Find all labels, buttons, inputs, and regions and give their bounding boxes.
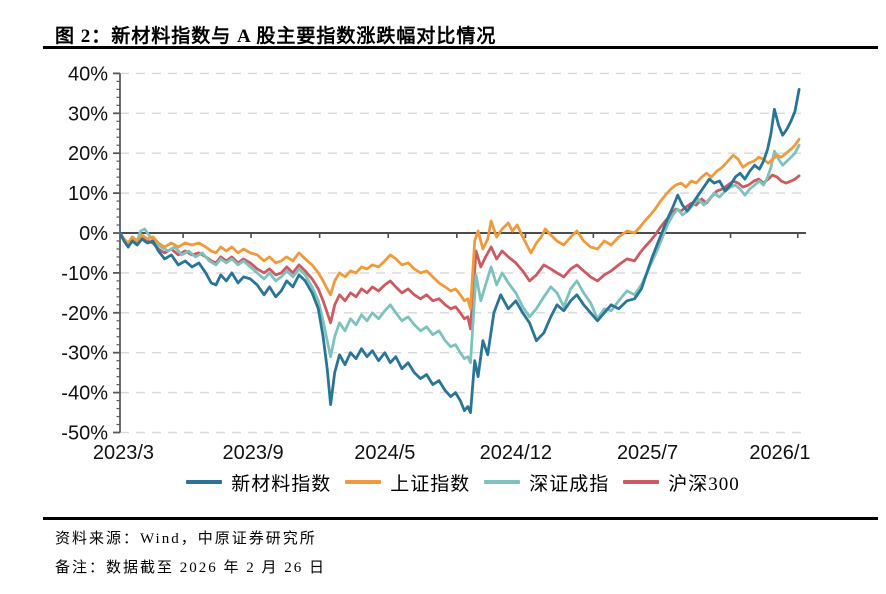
y-tick-label: 30% <box>68 103 108 125</box>
note-text: 备注：数据截至 2026 年 2 月 26 日 <box>55 560 327 576</box>
y-tick-label: 10% <box>68 183 108 205</box>
legend-item-沪深300: 沪深300 <box>623 469 740 496</box>
x-tick-label: 2024/5 <box>354 442 415 464</box>
x-tick-label: 2023/9 <box>222 442 283 464</box>
legend-label: 上证指数 <box>390 473 471 495</box>
legend-item-新材料指数: 新材料指数 <box>186 469 331 496</box>
x-tick-label: 2023/3 <box>93 442 154 464</box>
y-tick-label: -20% <box>61 303 108 325</box>
legend-swatch-icon <box>345 480 382 484</box>
legend-item-上证指数: 上证指数 <box>345 469 470 496</box>
x-tick-label: 2026/1 <box>749 442 810 464</box>
legend-label: 新材料指数 <box>231 473 332 495</box>
y-tick-label: -30% <box>61 343 108 365</box>
y-tick-label: -40% <box>61 383 108 405</box>
y-tick-label: -50% <box>61 423 108 445</box>
series-line-上证指数 <box>118 137 801 311</box>
legend-label: 深证成指 <box>529 473 610 495</box>
series-line-深证成指 <box>118 143 801 365</box>
chart-legend: 新材料指数 上证指数 深证成指 沪深300 <box>120 469 806 495</box>
title-divider-rule <box>43 46 878 49</box>
x-tick-label: 2024/12 <box>480 442 552 464</box>
y-tick-label: 40% <box>68 63 108 85</box>
legend-item-深证成指: 深证成指 <box>484 469 609 496</box>
figure-title: 图 2：新材料指数与 A 股主要指数涨跌幅对比情况 <box>55 26 497 47</box>
y-tick-label: -10% <box>61 263 108 285</box>
series-line-新材料指数 <box>118 88 801 415</box>
legend-swatch-icon <box>186 480 223 484</box>
x-tick-label: 2025/7 <box>617 442 678 464</box>
source-text: 资料来源：Wind，中原证券研究所 <box>55 531 317 547</box>
y-tick-label: 0% <box>79 223 108 245</box>
legend-swatch-icon <box>484 480 521 484</box>
y-tick-label: 20% <box>68 143 108 165</box>
legend-label: 沪深300 <box>668 473 740 495</box>
legend-swatch-icon <box>623 480 660 484</box>
footer-divider-rule <box>43 517 878 520</box>
